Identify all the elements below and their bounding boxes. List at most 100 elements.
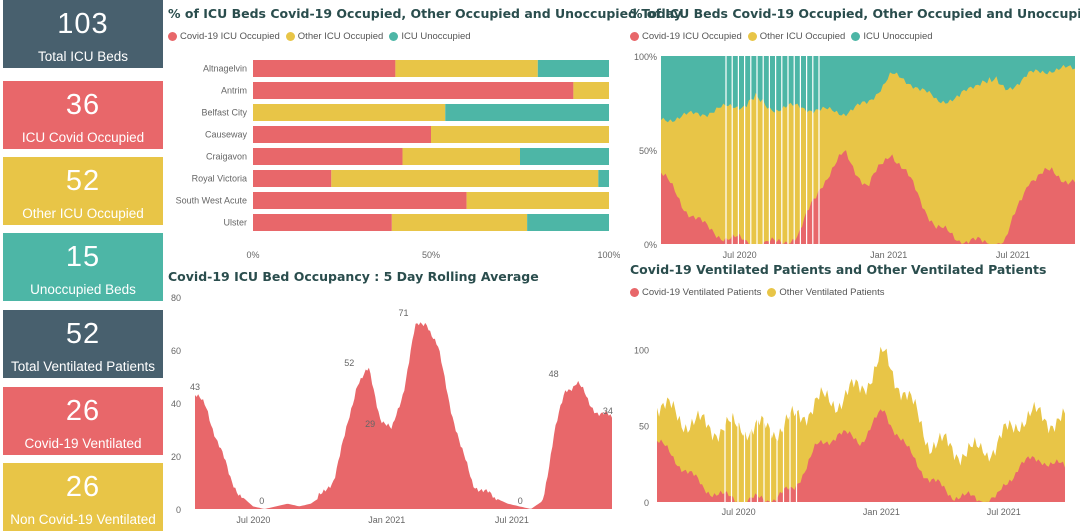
legend-dot-icon <box>389 32 399 41</box>
y-tick-label: 20 <box>171 452 181 462</box>
kpi-value: 26 <box>65 471 101 503</box>
bar-segment <box>520 148 609 165</box>
bar-segment <box>253 126 431 143</box>
kpi-label: Total ICU Beds <box>37 49 129 64</box>
kpi-label: ICU Covid Occupied <box>21 130 145 145</box>
category-label: South West Acute <box>176 196 247 206</box>
legend-label: Covid-19 Ventilated Patients <box>642 287 762 298</box>
kpi-value: 52 <box>65 318 101 350</box>
legend-label: Other ICU Occupied <box>759 31 846 42</box>
kpi-value: 15 <box>65 241 101 273</box>
rolling-area-chart[interactable]: 0 20 40 60 80 43 0 52 29 71 0 48 34 Jul 2020 Jan 2021 J… <box>165 285 620 531</box>
kpi-card[interactable]: 36 ICU Covid Occupied <box>3 81 163 149</box>
bar-segment <box>253 82 574 99</box>
legend-item[interactable]: Other ICU Occupied <box>747 31 846 42</box>
ventilated-area-chart[interactable]: 0 50 100 Jul 2020 Jan 2021 Jul 2021 <box>625 330 1077 531</box>
data-label: 34 <box>603 406 613 416</box>
x-tick-label: 0% <box>246 250 259 260</box>
bar-segment <box>598 170 609 187</box>
x-tick-label: Jul 2021 <box>987 507 1021 517</box>
bar-segment <box>431 126 609 143</box>
today-bar-chart[interactable]: Altnagelvin Antrim Belfast City Causeway Cra… <box>165 52 620 267</box>
data-label: 71 <box>398 308 408 318</box>
legend-label: ICU Unoccupied <box>863 31 933 42</box>
bar-segment <box>445 104 609 121</box>
bar-segment <box>253 60 396 77</box>
kpi-card[interactable]: 26 Covid-19 Ventilated <box>3 387 163 455</box>
bar-segment <box>253 170 332 187</box>
data-label: 0 <box>259 496 264 506</box>
covid-area <box>661 150 1075 244</box>
kpi-label: Other ICU Occupied <box>22 206 144 221</box>
legend-item[interactable]: ICU Unoccupied <box>851 31 933 42</box>
y-tick-label: 0% <box>644 240 657 250</box>
kpi-card[interactable]: 52 Total Ventilated Patients <box>3 310 163 378</box>
kpi-label: Unoccupied Beds <box>30 282 136 297</box>
data-label: 43 <box>190 382 200 392</box>
data-label: 0 <box>518 496 523 506</box>
bar-segment <box>466 192 609 209</box>
x-tick-label: Jan 2021 <box>870 250 907 260</box>
legend-item[interactable]: Covid-19 Ventilated Patients <box>630 287 761 298</box>
category-label: Antrim <box>221 86 247 96</box>
y-tick-label: 0 <box>176 505 181 515</box>
legend-label: Covid-19 ICU Occupied <box>642 31 742 42</box>
legend-dot-icon <box>767 288 777 297</box>
x-tick-label: 50% <box>422 250 440 260</box>
legend-label: Covid-19 ICU Occupied <box>180 31 280 42</box>
kpi-card[interactable]: 52 Other ICU Occupied <box>3 157 163 225</box>
legend-item[interactable]: Other ICU Occupied <box>285 31 384 42</box>
y-tick-label: 60 <box>171 346 181 356</box>
trend-legend: Covid-19 ICU Occupied Other ICU Occupied… <box>630 31 939 42</box>
legend-dot-icon <box>630 288 639 297</box>
legend-item[interactable]: ICU Unoccupied <box>389 31 471 42</box>
x-tick-label: Jul 2021 <box>996 250 1030 260</box>
legend-item[interactable]: Covid-19 ICU Occupied <box>630 31 742 42</box>
kpi-value: 36 <box>65 89 101 121</box>
kpi-value: 26 <box>65 395 101 427</box>
x-tick-label: Jan 2021 <box>368 515 405 525</box>
category-label: Craigavon <box>206 152 247 162</box>
bar-segment <box>537 60 609 77</box>
bar-segment <box>402 148 520 165</box>
other-ventilated-area <box>657 346 1065 502</box>
ventilated-title: Covid-19 Ventilated Patients and Other V… <box>630 262 1047 277</box>
covid-rolling-area <box>195 322 612 509</box>
trend-area-chart[interactable]: 0% 50% 100% Jul 2020 Jan 2021 Jul 2021 <box>625 48 1077 263</box>
x-tick-label: Jul 2020 <box>722 507 756 517</box>
legend-label: Other Ventilated Patients <box>779 287 885 298</box>
kpi-card[interactable]: 15 Unoccupied Beds <box>3 233 163 301</box>
legend-dot-icon <box>747 32 757 41</box>
legend-dot-icon <box>168 32 177 41</box>
other-area <box>661 64 1075 245</box>
legend-label: Other ICU Occupied <box>297 31 384 42</box>
legend-item[interactable]: Other Ventilated Patients <box>767 287 884 298</box>
legend-item[interactable]: Covid-19 ICU Occupied <box>168 31 280 42</box>
x-tick-label: Jan 2021 <box>863 507 900 517</box>
y-tick-label: 0 <box>644 498 649 508</box>
kpi-label: Total Ventilated Patients <box>10 359 156 374</box>
category-label: Causeway <box>205 130 248 140</box>
data-label: 29 <box>365 419 375 429</box>
x-tick-label: Jul 2020 <box>236 515 270 525</box>
category-label: Ulster <box>223 218 247 228</box>
bar-segment <box>391 214 528 231</box>
covid-ventilated-area <box>657 409 1065 502</box>
rolling-title: Covid-19 ICU Bed Occupancy : 5 Day Rolli… <box>168 269 539 284</box>
kpi-label: Covid-19 Ventilated <box>24 436 142 451</box>
bar-segment <box>253 192 467 209</box>
x-tick-label: 100% <box>597 250 620 260</box>
kpi-card[interactable]: 26 Non Covid-19 Ventilated <box>3 463 163 531</box>
y-tick-label: 50 <box>639 422 649 432</box>
kpi-card[interactable]: 103 Total ICU Beds <box>3 0 163 68</box>
category-label: Royal Victoria <box>192 174 247 184</box>
legend-dot-icon <box>851 32 861 41</box>
x-tick-label: Jul 2021 <box>495 515 529 525</box>
bar-segment <box>395 60 538 77</box>
y-tick-label: 50% <box>639 146 657 156</box>
today-legend: Covid-19 ICU Occupied Other ICU Occupied… <box>168 31 477 42</box>
category-label: Belfast City <box>201 108 247 118</box>
bar-segment <box>253 104 446 121</box>
bar-segment <box>253 214 392 231</box>
y-tick-label: 40 <box>171 399 181 409</box>
